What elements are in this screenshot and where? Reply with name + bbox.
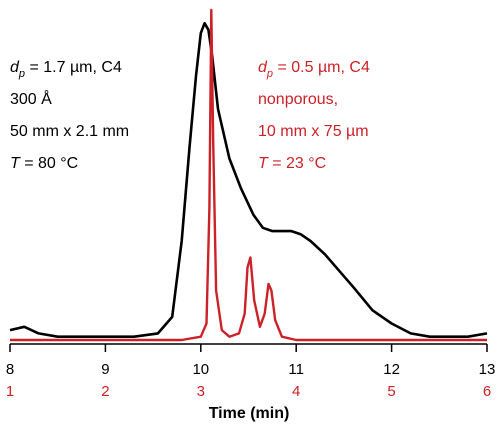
x-axis-ticks bbox=[9, 344, 488, 352]
black-annotation-line2: 300 Å bbox=[10, 89, 52, 108]
red-annotation-line2: nonporous, bbox=[258, 91, 338, 108]
red-annotation-line4: T = 23 °C bbox=[258, 155, 326, 172]
black-annotation: dp = 1.7 µm, C4 300 Å 50 mm x 2.1 mm T =… bbox=[10, 59, 129, 172]
x-tick-label: 12 bbox=[383, 361, 400, 378]
black-annotation-line1: dp = 1.7 µm, C4 bbox=[10, 59, 122, 80]
x-tick-label: 10 bbox=[192, 361, 209, 378]
red-annotation-line1: dp = 0.5 µm, C4 bbox=[258, 59, 370, 80]
x-tick-labels-red: 1 2 3 4 5 6 bbox=[6, 383, 491, 400]
red-annotation: dp = 0.5 µm, C4 nonporous, 10 mm x 75 µm… bbox=[258, 59, 370, 172]
x-tick-label-red: 4 bbox=[292, 383, 300, 400]
x-tick-label-red: 6 bbox=[483, 383, 491, 400]
series-line-black bbox=[9, 21, 488, 338]
red-annotation-line3: 10 mm x 75 µm bbox=[258, 123, 369, 140]
x-tick-label-red: 2 bbox=[101, 383, 109, 400]
x-tick-label: 8 bbox=[6, 361, 14, 378]
x-axis-label: Time (min) bbox=[209, 405, 290, 422]
x-tick-label-red: 5 bbox=[387, 383, 395, 400]
black-annotation-line4: T = 80 °C bbox=[10, 155, 78, 172]
x-tick-label: 13 bbox=[479, 361, 496, 378]
series-line-red bbox=[10, 8, 487, 342]
x-tick-label-red: 1 bbox=[6, 383, 14, 400]
x-tick-label: 11 bbox=[288, 361, 304, 378]
x-tick-labels-time: 8 9 10 11 12 13 bbox=[6, 361, 496, 378]
x-tick-label-red: 3 bbox=[197, 383, 205, 400]
x-tick-label: 9 bbox=[101, 361, 109, 378]
black-annotation-line3: 50 mm x 2.1 mm bbox=[10, 123, 129, 140]
